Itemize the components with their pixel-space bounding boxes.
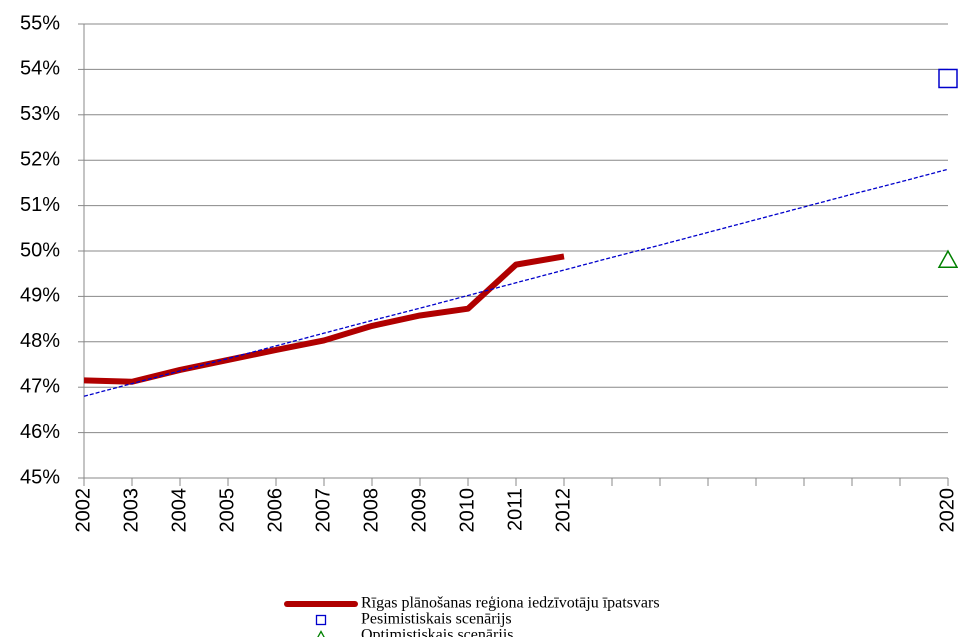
- y-tick-label: 45%: [20, 466, 60, 488]
- y-tick-label: 46%: [20, 421, 60, 443]
- y-tick-label: 48%: [20, 330, 60, 352]
- y-tick-label: 54%: [20, 58, 60, 80]
- y-tick-label: 47%: [20, 375, 60, 397]
- x-tick-label: 2009: [408, 488, 430, 533]
- legend-swatch: [315, 614, 327, 626]
- legend-label: Rīgas plānošanas reģiona iedzīvotāju īpa…: [361, 595, 660, 612]
- x-tick-label: 2003: [120, 488, 142, 533]
- y-tick-label: 55%: [20, 12, 60, 34]
- x-tick-label: 2005: [216, 488, 238, 533]
- x-tick-label: 2010: [456, 488, 478, 533]
- y-tick-label: 49%: [20, 285, 60, 307]
- y-tick-label: 50%: [20, 239, 60, 261]
- x-tick-label: 2004: [168, 488, 190, 533]
- legend-label: Pesimistiskais scenārijs: [361, 611, 512, 628]
- legend-label: Optimistiskais scenārijs: [361, 627, 513, 637]
- x-tick-label: 2008: [360, 488, 382, 533]
- trend-line: [83, 168, 949, 397]
- x-tick-label: 2011: [504, 488, 526, 531]
- legend-swatch: [317, 630, 325, 637]
- marker: [937, 249, 958, 269]
- x-tick-label: 2006: [264, 488, 286, 533]
- marker: [938, 68, 958, 89]
- data-line: [83, 253, 565, 385]
- x-tick-label: 2007: [312, 488, 334, 533]
- y-tick-label: 52%: [20, 148, 60, 170]
- y-tick-label: 51%: [20, 194, 60, 216]
- y-tick-label: 53%: [20, 103, 60, 125]
- x-tick-label: 2012: [552, 488, 574, 533]
- x-tick-label: 2002: [72, 488, 94, 533]
- x-tick-label: 2020: [936, 488, 958, 533]
